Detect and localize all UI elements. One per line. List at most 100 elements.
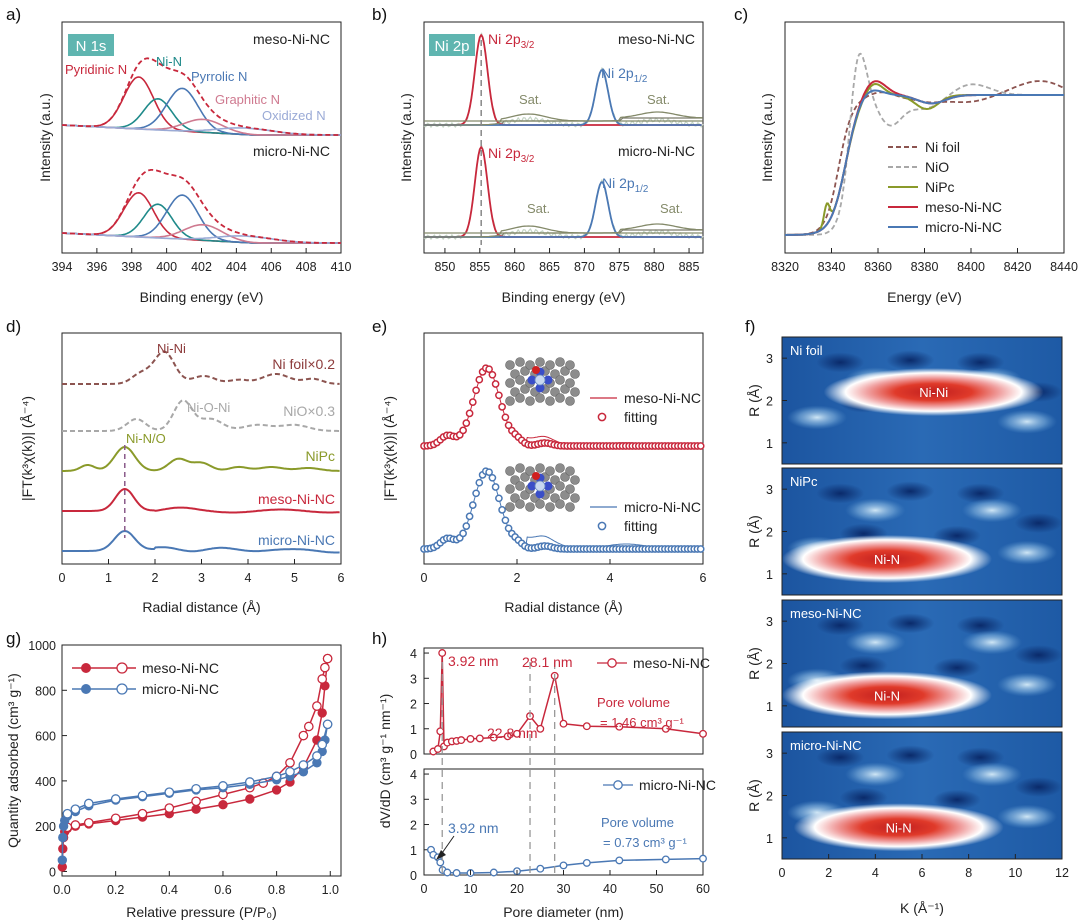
panel-g-ytick-label: 400 (35, 775, 56, 789)
atom-carbon (555, 375, 565, 385)
atom-carbon (555, 463, 565, 473)
atom-carbon (565, 466, 575, 476)
panel-d-micro-curve (62, 530, 340, 554)
panel-f-light-lobe (997, 804, 1057, 829)
panel-f-light-lobe (997, 672, 1057, 697)
panel-h-ytick-label: 3 (410, 672, 417, 686)
panel-f-sample-label: NiPc (790, 474, 818, 489)
panel-c-xtick-label: 8360 (864, 260, 892, 274)
panel-b-xtick-label: 875 (609, 260, 630, 274)
panel-e-micro-fit-point (495, 494, 503, 503)
panel-h-top-point (699, 729, 707, 738)
panel-f-light-lobe (787, 405, 847, 430)
panel-d-ylabel: |FT(k³χ(k))| (Å⁻⁴) (19, 396, 35, 501)
panel-g-xtick-label: 0.2 (107, 883, 124, 897)
panel-h-top-point (536, 724, 545, 733)
panel-a-label-nin: Ni-N (156, 54, 182, 69)
panel-h-ytick-label: 4 (410, 768, 417, 782)
atom-carbon (525, 360, 535, 370)
panel-h-top-point (559, 719, 568, 728)
panel-e-micro-fit-point (459, 529, 467, 538)
panel-d-label-nipc: NiPc (305, 448, 335, 464)
panel-e-legend-label: fitting (624, 518, 657, 534)
panel-d-label-nio: NiO×0.3 (283, 403, 335, 419)
atom-carbon (545, 466, 555, 476)
panel-f-ytick-label: 3 (766, 615, 773, 629)
panel-h-bottom-point (536, 864, 545, 873)
panel-h-top-point (503, 732, 512, 741)
panel-g-ylabel: Quantity adsorbed (cm³ g⁻¹) (5, 673, 21, 848)
panel-a-sample-meso: meso-Ni-NC (253, 31, 330, 47)
panel-c-legend-label: NiPc (925, 179, 955, 195)
panel-h-top-frame (423, 647, 704, 755)
panel-g-desorption-point (298, 730, 309, 741)
panel-f-ylabel: R (Å) (746, 647, 762, 680)
panel-a-xtick-label: 408 (296, 260, 317, 274)
panel-f-dark-lobe (886, 481, 935, 502)
panel-g-desorption-point (298, 760, 309, 770)
panel-f-ytick-label: 2 (766, 526, 773, 540)
panel-d-xtick-label: 1 (105, 571, 112, 585)
panel-e-micro-fit-point (465, 512, 474, 521)
panel-b-badge-text: Ni 2p (434, 38, 469, 55)
panel-a-badge-text: N 1s (76, 38, 107, 55)
panel-g-adsorption-point (245, 794, 255, 804)
atom-nitrogen (543, 375, 553, 385)
panel-g-desorption-point (110, 813, 121, 824)
atom-carbon (555, 499, 565, 509)
panel-g-adsorption-point (57, 855, 67, 865)
panel-f-ytick-label: 1 (766, 568, 773, 582)
panel-e-meso-fit-point (465, 409, 474, 418)
panel-f-feature-label: Ni-Ni (919, 385, 948, 400)
panel-g-frame (61, 644, 342, 877)
panel-b-xtick-label: 870 (574, 260, 595, 274)
panel-d-xtick-label: 3 (198, 571, 205, 585)
panel-g-ytick-label: 600 (35, 730, 56, 744)
panel-h-xtick-label: 30 (557, 882, 571, 896)
panel-a-meso-peak (61, 76, 341, 136)
panel-f-dark-lobe (816, 483, 865, 504)
atom-carbon (570, 475, 580, 485)
panel-c-legend-label: NiO (925, 159, 949, 175)
panel-f-dark-lobe (816, 747, 865, 768)
panel-label-b: b) (372, 5, 387, 24)
panel-e-meso-fit-point (462, 419, 471, 427)
atom-carbon (555, 481, 565, 491)
panel-f-dark-lobe (933, 657, 981, 678)
panel-h-legend-micro-label: micro-Ni-NC (639, 777, 716, 793)
panel-label-c: c) (734, 5, 748, 24)
atom-carbon (535, 463, 545, 473)
panel-g-desorption-point (322, 719, 333, 730)
panel-h-bottom-point (582, 858, 591, 867)
panel-e-meso-fit-point (504, 421, 513, 430)
panel-e-micro-fit-point (472, 489, 480, 498)
panel-h-bottom-point (559, 861, 568, 870)
panel-d-xtick-label: 2 (152, 571, 159, 585)
panel-e-meso-fit-point (472, 386, 480, 395)
panel-h-xtick-label: 10 (464, 882, 478, 896)
panel-c-xtick-label: 8420 (1004, 260, 1032, 274)
atom-carbon (505, 502, 515, 512)
panel-e-xtick-label: 0 (421, 571, 428, 585)
atom-carbon (515, 481, 525, 491)
panel-e-meso-fit-point (488, 370, 497, 379)
atom-carbon (515, 393, 525, 403)
panel-g-desorption-point (244, 777, 255, 787)
panel-c-legend-label: micro-Ni-NC (925, 219, 1002, 235)
panel-b-meso-sat1 (424, 113, 703, 126)
atom-carbon (535, 357, 545, 367)
panel-c-legend-label: Ni foil (925, 139, 960, 155)
panel-f-hot-lobe (782, 535, 992, 584)
panel-f-xlabel: K (Å⁻¹) (900, 900, 944, 916)
panel-b-label-sat1-micro: Sat. (527, 201, 550, 216)
panel-b-label-2p12-micro: Ni 2p1/2 (602, 175, 648, 195)
panel-g-desorption-point (285, 766, 295, 777)
panel-g-xtick-label: 0.4 (161, 883, 178, 897)
panel-h-ann-392-bottom: 3.92 nm (448, 820, 499, 836)
panel-h-legend-meso-marker (607, 658, 617, 668)
panel-a-label-oxidized: Oxidized N (262, 108, 326, 123)
panel-a-xtick-label: 410 (331, 260, 352, 274)
panel-f-dark-lobe (839, 787, 888, 808)
panel-f-ylabel: R (Å) (746, 515, 762, 548)
panel-e-meso-fit-point (495, 391, 503, 400)
